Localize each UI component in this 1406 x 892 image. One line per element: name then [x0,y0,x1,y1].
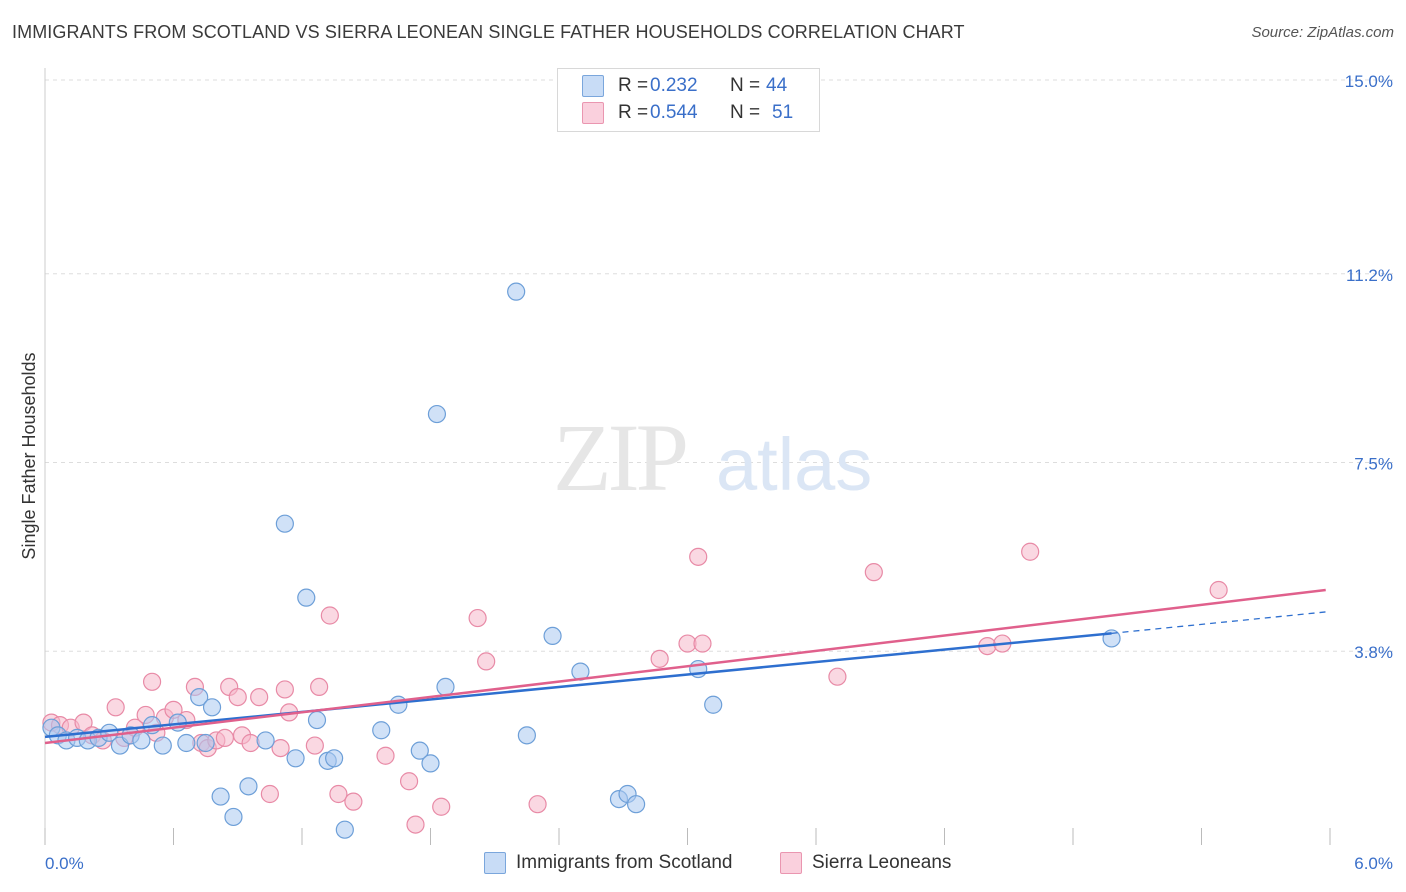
scotland-point [427,404,447,424]
scotland-point [517,726,536,745]
sierra-leone-point [250,687,269,707]
legend-n-value: 44 [766,75,788,96]
data-points [42,282,1228,839]
sierra-leone-point [320,606,339,625]
scotland-point [202,698,222,717]
sierra-leone-trend-line [44,588,1326,745]
sierra-leone-point [142,672,162,691]
sierra-leone-point [215,728,234,748]
legend-swatch-pink [780,852,802,874]
tick-labels: 3.8% 7.5% 11.2% 15.0% 0.0% 6.0% [45,72,1393,873]
sierra-leone-point [689,547,708,566]
scotland-point [177,733,196,753]
sierra-leone-point [228,687,247,707]
scotland-point [389,695,408,714]
legend-item-sierra-leone[interactable]: Sierra Leoneans [780,852,951,874]
scotland-point [224,807,243,827]
scotland-point [153,736,172,755]
sierra-leone-point [305,736,324,755]
sierra-leone-point [399,772,419,791]
scotland-point [372,721,391,740]
scotland-point [436,677,455,697]
watermark-zip: ZIP [553,404,686,511]
series-legend: Immigrants from Scotland Sierra Leoneans [0,852,1406,878]
x-tick-label-max: 6.0% [1354,854,1393,873]
sierra-leone-point [468,608,487,628]
sierra-leone-point [74,713,93,732]
y-tick-label: 7.5% [1354,455,1393,474]
legend-n-value: 51 [772,102,794,123]
scotland-point [211,787,230,806]
sierra-leone-point [106,698,125,717]
scotland-point [507,282,526,301]
scotland-point [325,749,344,768]
scotland-point [307,710,327,730]
scotland-point [256,731,275,750]
legend-r-value: 0.544 [650,102,698,123]
legend-label-sierra-leone: Sierra Leoneans [812,852,952,873]
scotland-point [275,514,294,533]
sierra-leone-point [344,792,363,811]
legend-r-value: 0.232 [650,75,698,96]
scotland-point [1102,629,1121,648]
legend-r-label: R = [618,102,649,123]
x-tick-label-min: 0.0% [45,854,84,873]
source-label: Source: ZipAtlas.com [1251,24,1394,41]
legend-swatch-blue [582,75,604,97]
scotland-trend-line [44,632,1112,739]
sierra-leone-point [828,667,847,686]
legend-n-label: N = [730,102,761,123]
legend-swatch-pink [582,102,604,124]
sierra-leone-point [241,733,260,753]
scotland-point [190,687,209,707]
sierra-leone-point [1209,580,1228,600]
legend-n-label: N = [730,75,761,96]
axes [44,68,1331,845]
sierra-leone-point [693,634,712,653]
scotland-point [297,588,316,607]
y-tick-label: 3.8% [1354,643,1393,662]
correlation-legend: R = 0.232 N = 44 R = 0.544 N = 51 [557,68,820,132]
scotland-point [196,733,215,753]
sierra-leone-point [260,784,279,804]
watermark: ZIP atlas [553,404,872,511]
watermark-atlas: atlas [716,423,872,506]
sierra-leone-point [864,563,883,582]
sierra-leone-point [310,677,329,697]
scotland-point [132,731,151,750]
sierra-leone-point [271,738,290,758]
scotland-trend-extension [1111,611,1326,634]
y-axis-label: Single Father Households [19,352,39,559]
sierra-leone-point [275,680,294,699]
scotland-point [543,626,562,646]
legend-swatch-blue [484,852,506,874]
scotland-point [335,820,354,839]
scotland-point [239,777,258,796]
sierra-leone-point [329,784,348,804]
sierra-leone-point [432,797,451,816]
sierra-leone-point [406,815,425,834]
sierra-leone-point [376,746,395,765]
sierra-leone-point [528,795,547,814]
scotland-point [626,795,646,814]
sierra-leone-point [477,652,496,671]
legend-label-scotland: Immigrants from Scotland [516,852,733,873]
scotland-point [286,749,305,768]
trend-lines [44,588,1326,745]
sierra-leone-point [650,649,669,668]
grid-lines [45,79,1395,652]
chart-title: IMMIGRANTS FROM SCOTLAND VS SIERRA LEONE… [12,22,965,42]
legend-r-label: R = [618,75,649,96]
y-tick-label: 11.2% [1346,266,1393,285]
legend-item-scotland[interactable]: Immigrants from Scotland [484,852,732,874]
scotland-point [704,695,723,714]
sierra-leone-point [1021,542,1040,561]
scotland-point [410,741,429,760]
scotland-point [421,754,440,773]
y-tick-label: 15.0% [1345,72,1393,91]
